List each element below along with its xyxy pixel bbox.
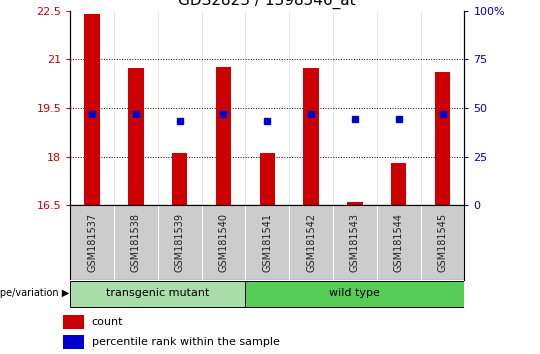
Bar (303, 68, 319, 205)
Bar (347, 202, 362, 205)
Bar (435, 72, 450, 205)
Text: transgenic mutant: transgenic mutant (106, 288, 210, 298)
Text: GSM181538: GSM181538 (131, 213, 141, 272)
Bar (64, 315, 84, 329)
Text: wild type: wild type (329, 288, 380, 298)
Bar (64, 335, 84, 348)
FancyBboxPatch shape (70, 281, 245, 307)
Bar (84, 14, 100, 205)
Bar (260, 153, 275, 205)
Text: GSM181540: GSM181540 (219, 213, 228, 272)
Text: GSM181545: GSM181545 (437, 213, 448, 272)
Bar (391, 163, 407, 205)
FancyBboxPatch shape (245, 281, 464, 307)
Text: GSM181541: GSM181541 (262, 213, 272, 272)
Title: GDS2823 / 1398546_at: GDS2823 / 1398546_at (179, 0, 356, 9)
Text: genotype/variation ▶: genotype/variation ▶ (0, 288, 69, 298)
Text: percentile rank within the sample: percentile rank within the sample (92, 337, 280, 347)
Text: GSM181544: GSM181544 (394, 213, 404, 272)
Text: count: count (92, 318, 123, 327)
Text: GSM181537: GSM181537 (87, 213, 97, 272)
Text: GSM181539: GSM181539 (175, 213, 185, 272)
Bar (216, 67, 231, 205)
Bar (172, 153, 187, 205)
Text: GSM181542: GSM181542 (306, 213, 316, 272)
Bar (128, 68, 144, 205)
Text: GSM181543: GSM181543 (350, 213, 360, 272)
